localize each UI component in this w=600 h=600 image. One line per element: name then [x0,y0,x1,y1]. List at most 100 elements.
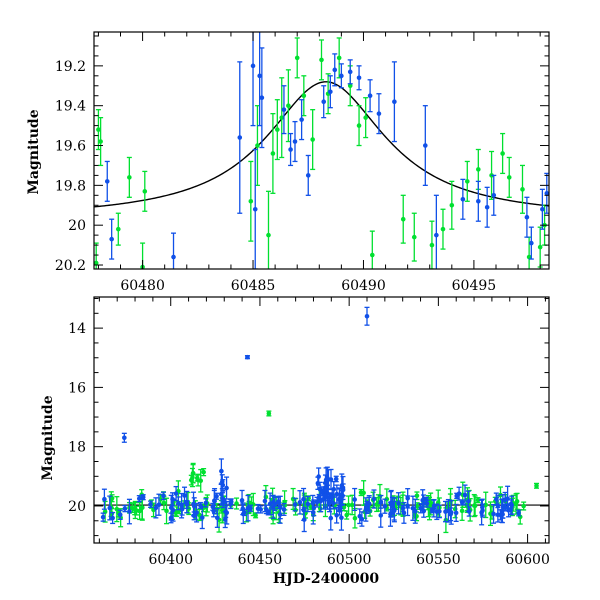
data-point [472,495,478,517]
data-point [117,509,123,520]
top-panel: Magnitude 60480 60485 60490 60495 19.2 19.4 19… [26,31,550,294]
data-point [483,491,489,519]
data-point [258,505,264,514]
data-point [142,170,148,212]
data-point [121,432,127,443]
data-point [252,148,258,269]
data-point [234,497,240,510]
data-point [110,511,116,525]
data-point [334,506,340,524]
data-point [352,487,358,512]
data-point [516,509,522,517]
data-point [369,230,375,269]
x-tick-label: 60490 [341,278,386,294]
data-point [363,97,369,139]
data-point [109,218,115,260]
data-point [521,501,527,511]
data-point [396,492,402,515]
data-point [281,502,287,516]
data-point [452,499,458,519]
y-tick-label: 20.2 [55,258,86,274]
data-point [334,484,340,504]
data-point [363,503,369,511]
data-point [506,156,512,198]
data-point [272,496,278,512]
data-point [519,164,525,214]
data-point [220,490,226,509]
data-point [412,498,418,524]
x-tick-label: 60400 [148,552,193,568]
data-point [500,510,506,519]
data-point [337,493,343,502]
data-point [422,105,428,187]
data-point [502,491,508,508]
data-point [327,75,333,109]
data-point [336,37,342,79]
data-point [358,488,364,497]
x-tick-label: 60600 [505,552,550,568]
data-point [453,503,459,523]
data-point [524,196,530,238]
data-point [338,63,344,89]
data-point [333,475,339,483]
data-point [281,85,287,135]
data-point [421,494,427,505]
data-point [448,500,454,525]
data-point [259,47,265,149]
y-tick-label: 16 [68,380,86,396]
data-point [191,497,197,516]
data-point [434,503,440,521]
data-point [352,507,358,529]
data-point [203,498,209,508]
y-tick-label: 19.4 [55,99,86,115]
data-point [475,180,481,222]
data-point [310,500,316,525]
data-point [356,65,362,91]
x-tick-label: 60550 [416,552,461,568]
data-point [440,208,446,250]
data-point [464,160,470,202]
data-point [164,497,170,525]
data-point [101,488,107,510]
data-point [175,496,181,511]
data-point [250,32,256,127]
plot-area [94,32,549,269]
data-point [279,77,285,159]
data-point [140,494,146,501]
data-point [391,61,397,143]
data-point [356,105,362,147]
bottom-panel: Magnitude HJD-2400000 60400 60450 60500 605… [40,296,550,587]
data-point [136,495,142,503]
data-point [173,485,179,502]
data-point [248,160,254,242]
data-point [374,496,380,513]
data-point [171,232,177,269]
data-point [475,497,481,504]
data-point [182,486,188,505]
data-point [210,502,216,511]
data-point [285,69,291,143]
data-point [338,504,344,531]
data-point [137,501,143,521]
data-point [442,500,448,523]
data-point [240,503,246,525]
data-point [491,174,497,216]
data-point [224,476,230,500]
data-point [98,116,104,167]
data-point [168,494,174,521]
data-point [199,506,205,530]
data-point [214,507,220,528]
data-point [220,479,226,491]
data-point [277,495,283,520]
data-point [382,498,388,514]
data-point [537,226,543,268]
data-point [349,494,355,516]
data-point [195,473,201,487]
data-point [153,497,159,519]
data-point [201,468,207,477]
y-tick-label: 20 [68,499,86,515]
bottom-xlabel: HJD-2400000 [273,571,380,587]
data-point [431,499,437,518]
data-point [495,506,501,523]
